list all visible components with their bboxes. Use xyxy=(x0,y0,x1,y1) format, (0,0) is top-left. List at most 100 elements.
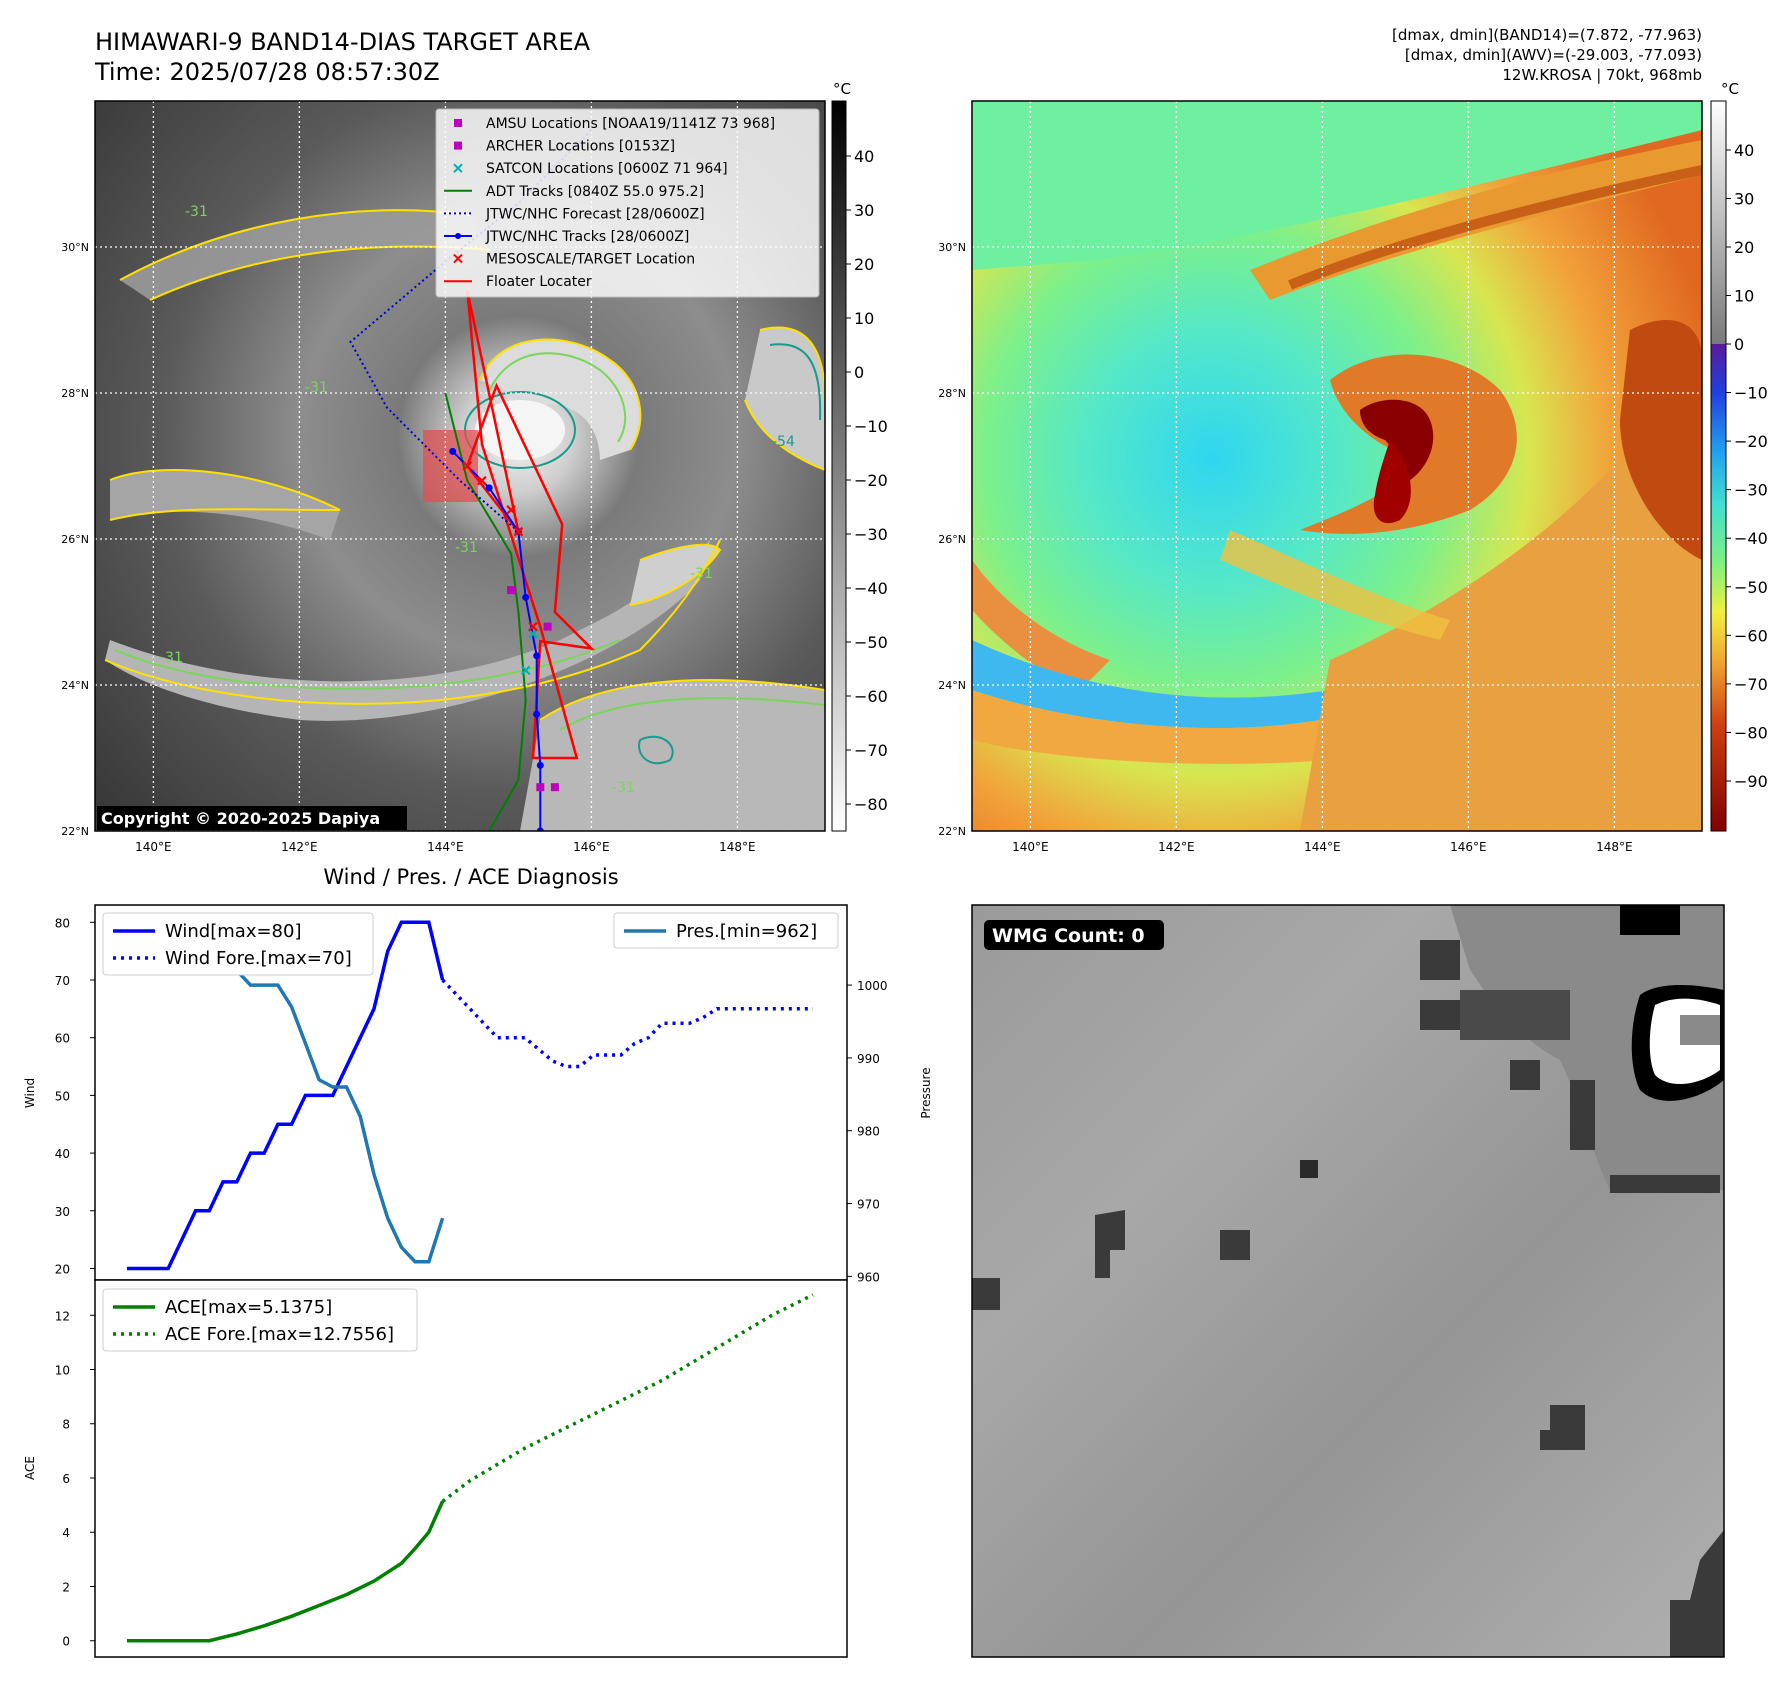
wv-map-panel: 30°N 28°N 26°N 24°N 22°N 140°E 142°E 144°E 146°E… xyxy=(938,80,1768,854)
y2-tick-label: 970 xyxy=(857,1198,880,1212)
jtwc-track xyxy=(451,450,542,831)
y-tick-label: 20 xyxy=(55,1262,70,1276)
amsu-archer-location xyxy=(507,586,516,595)
target-location xyxy=(462,461,473,471)
ir-map-panel: -31 -31 -31 -31 -54 -31 -31 30°N 28°N 26°N… xyxy=(61,80,888,854)
legend-entry: ADT Tracks [0840Z 55.0 975.2] xyxy=(486,184,704,200)
legend-marker xyxy=(453,163,463,173)
pressure-axis-label: Pressure xyxy=(919,1067,933,1118)
figure-title: HIMAWARI-9 BAND14-DIAS TARGET AREA xyxy=(95,28,591,56)
y-tick-label: 0 xyxy=(62,1635,70,1649)
legend-box xyxy=(435,108,820,298)
wmg-count-label: WMG Count: 0 xyxy=(992,925,1145,947)
y-tick-label: 2 xyxy=(62,1580,70,1594)
ir-colorbar-tick-label: 20 xyxy=(854,255,874,274)
contour-label: -31 xyxy=(160,650,183,666)
wmg-panel: WMG Count: 0 xyxy=(971,904,1725,1658)
lon-tick-label: 148°E xyxy=(719,840,756,854)
amsu-archer-location xyxy=(550,783,559,792)
wv-colorbar-tick-label: 10 xyxy=(1734,287,1754,306)
y2-tick-label: 960 xyxy=(857,1270,880,1284)
chart-legend: ACE[max=5.1375] ACE Fore.[max=12.7556] xyxy=(102,1288,418,1352)
ace-axis-label: ACE xyxy=(23,1456,37,1480)
jtwc-track-point xyxy=(533,652,541,660)
jtwc-track-point xyxy=(536,761,544,769)
y-tick-label: 30 xyxy=(55,1205,70,1219)
lat-tick-label: 24°N xyxy=(61,679,89,692)
lon-tick-label: 140°E xyxy=(1012,840,1049,854)
wv-gridlines xyxy=(972,101,1702,831)
jtwc-track-point xyxy=(536,827,544,831)
lat-tick-label: 26°N xyxy=(938,533,966,546)
wv-colorbar-tick-label: −80 xyxy=(1734,723,1768,742)
ir-contours xyxy=(104,209,825,765)
y2-tick-label: 1000 xyxy=(857,979,888,993)
contour-label: -31 xyxy=(690,566,713,582)
wv-colorbar-tick-label: −70 xyxy=(1734,675,1768,694)
amsu-archer-location xyxy=(543,622,552,631)
lon-tick-label: 148°E xyxy=(1596,840,1633,854)
chart-legend-box xyxy=(613,912,839,949)
lon-tick-label: 146°E xyxy=(1450,840,1487,854)
ir-tracks xyxy=(349,129,595,831)
satcon-location xyxy=(520,665,531,676)
target-location xyxy=(528,621,538,632)
ir-colorbar-tick-label: −20 xyxy=(854,471,888,490)
contour-label: -31 xyxy=(455,540,478,556)
series-line-0 xyxy=(127,920,445,1271)
mesoscale-target-box xyxy=(423,430,478,502)
wv-colorbar-tick-label: −30 xyxy=(1734,481,1768,500)
wv-colorbar-tick-label: −10 xyxy=(1734,384,1768,403)
jtwc-track-point xyxy=(522,593,530,601)
y-tick-label: 50 xyxy=(55,1089,70,1103)
wv-colorbar-tick-label: 0 xyxy=(1734,335,1744,354)
wmg-count-box xyxy=(984,920,1164,950)
chart-legend-entry: Wind[max=80] xyxy=(165,921,302,942)
lon-tick-label: 146°E xyxy=(573,840,610,854)
copyright-text: Copyright © 2020-2025 Dapiya xyxy=(101,809,380,828)
contour-label: -31 xyxy=(612,780,635,796)
y-tick-label: 60 xyxy=(55,1032,70,1046)
y-tick-label: 70 xyxy=(55,974,70,988)
y2-tick-label: 990 xyxy=(857,1052,880,1066)
y-tick-label: 8 xyxy=(62,1418,70,1432)
chart-legend-entry: Pres.[min=962] xyxy=(676,921,817,942)
wv-colorbar-tick-label: −50 xyxy=(1734,578,1768,597)
storm-info: 12W.KROSA | 70kt, 968mb xyxy=(1502,66,1702,84)
map-legend: AMSU Locations [NOAA19/1141Z 73 968] ARCH… xyxy=(435,108,820,298)
ir-colorbar-tick-label: 10 xyxy=(854,309,874,328)
chart-legend-box xyxy=(102,1288,418,1352)
lon-tick-label: 142°E xyxy=(281,840,318,854)
ir-colorbar xyxy=(831,100,847,832)
ir-map-frame xyxy=(94,100,826,832)
wv-colorbar-unit: °C xyxy=(1721,80,1739,98)
chart-legend: Wind[max=80] Wind Fore.[max=70] xyxy=(102,912,374,976)
wv-colorbar-tick-label: −40 xyxy=(1734,529,1768,548)
wv-colorbar-lower xyxy=(1711,344,1726,831)
contour-label: -31 xyxy=(185,204,208,220)
legend-entry: MESOSCALE/TARGET Location xyxy=(486,252,695,268)
ir-colorbar-tick-label: 0 xyxy=(854,363,864,382)
y-tick-label: 4 xyxy=(62,1526,70,1540)
awv-range-info: [dmax, dmin](AWV)=(-29.003, -77.093) xyxy=(1405,46,1702,64)
wv-map-frame xyxy=(971,100,1703,832)
wv-colorbar-ticks: 40 30 20 10 0 −10 −20 −30 −40 −50 −60 −70 −80 −90 xyxy=(1726,141,1768,791)
y-tick-label: 6 xyxy=(62,1472,70,1486)
lat-tick-label: 28°N xyxy=(61,387,89,400)
jtwc-track-point xyxy=(485,484,493,492)
target-location xyxy=(477,475,487,486)
ir-colorbar-tick-label: 40 xyxy=(854,147,874,166)
y-tick-label: 80 xyxy=(55,916,70,930)
figure-time: Time: 2025/07/28 08:57:30Z xyxy=(94,58,440,86)
band14-range-info: [dmax, dmin](BAND14)=(7.872, -77.963) xyxy=(1392,26,1702,44)
ir-colorbar-tick-label: −40 xyxy=(854,579,888,598)
lon-tick-label: 142°E xyxy=(1158,840,1195,854)
ir-colorbar-tick-label: 30 xyxy=(854,201,874,220)
legend-entry: AMSU Locations [NOAA19/1141Z 73 968] xyxy=(486,116,775,132)
wmg-blocks xyxy=(972,905,1724,1657)
diagnosis-panel: Wind / Pres. / ACE Diagnosis 20304050607… xyxy=(23,865,933,1658)
legend-marker xyxy=(454,119,462,127)
lat-tick-label: 30°N xyxy=(61,241,89,254)
wv-colorbar-tick-label: −20 xyxy=(1734,432,1768,451)
